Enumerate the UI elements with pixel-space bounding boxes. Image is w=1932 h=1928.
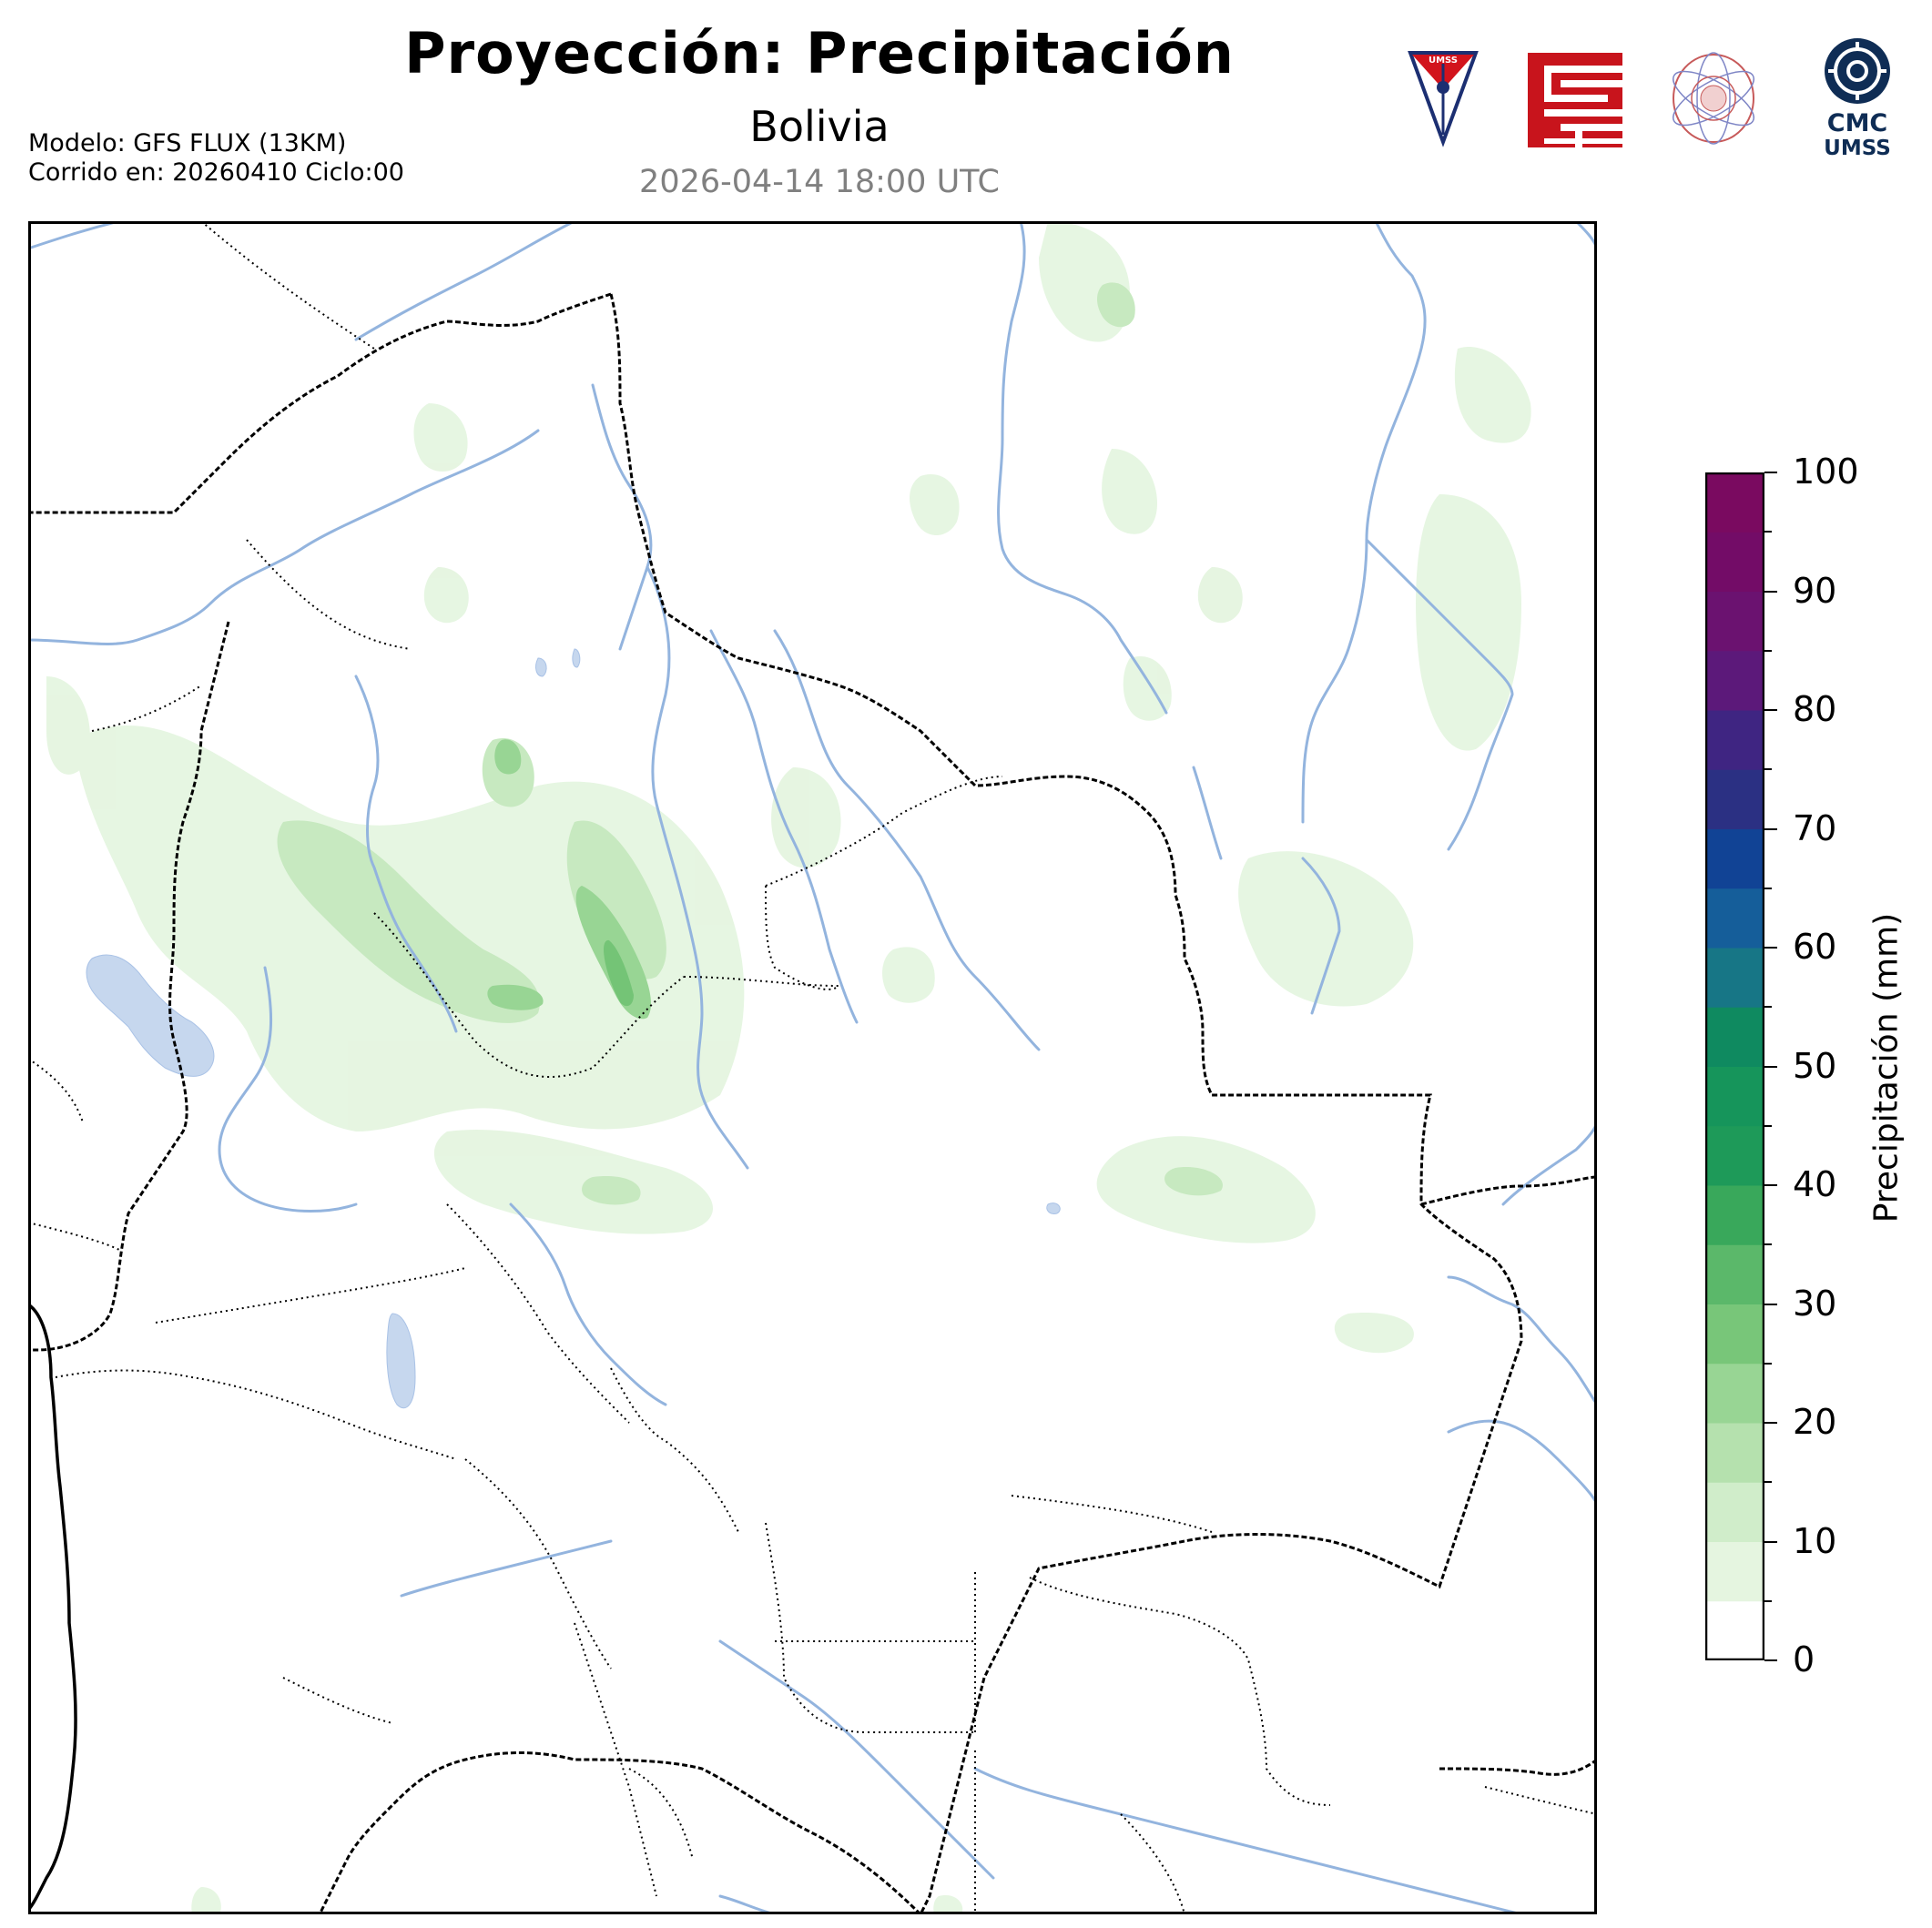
colorbar-label: Precipitación (mm) — [1867, 912, 1906, 1223]
colorbar-segment — [1705, 532, 1764, 592]
colorbar-minor-tick — [1764, 1362, 1772, 1365]
colorbar-tick-label: 0 — [1793, 1639, 1815, 1679]
colorbar-tick-label: 40 — [1793, 1164, 1837, 1204]
colorbar-segment — [1705, 888, 1764, 949]
cmc-text: CMC — [1827, 109, 1888, 137]
colorbar-tick — [1764, 1303, 1777, 1305]
colorbar-segment — [1705, 828, 1764, 889]
colorbar-tick-label: 20 — [1793, 1402, 1837, 1442]
colorbar-segment — [1705, 1541, 1764, 1602]
lake-titicaca — [86, 954, 215, 1077]
model-info: Modelo: GFS FLUX (13KM) Corrido en: 2026… — [28, 129, 404, 188]
map-frame — [28, 221, 1597, 1914]
colorbar-minor-tick — [1764, 887, 1772, 889]
colorbar-minor-tick — [1764, 1599, 1772, 1602]
colorbar-tick-label: 60 — [1793, 927, 1837, 967]
colorbar-tick — [1764, 709, 1777, 711]
colorbar-segment — [1705, 1363, 1764, 1424]
colorbar-tick-label: 10 — [1793, 1520, 1837, 1561]
rivers — [28, 221, 1597, 1914]
colorbar-segment — [1705, 1423, 1764, 1483]
pacific-coastline — [28, 1303, 77, 1912]
fisica-department-seal-icon — [1673, 52, 1754, 145]
bolivia-border — [609, 293, 1523, 1914]
colorbar-tick — [1764, 1659, 1777, 1661]
colorbar-tick-label: 90 — [1793, 570, 1837, 611]
precipitation-moderate — [277, 282, 1223, 1205]
colorbar-tick-label: 50 — [1793, 1045, 1837, 1086]
map-subtitle: Bolivia — [749, 102, 890, 151]
forecast-datetime: 2026-04-14 18:00 UTC — [639, 164, 1000, 200]
colorbar-tick — [1764, 947, 1777, 949]
colorbar-segment — [1705, 948, 1764, 1008]
colorbar-minor-tick — [1764, 1124, 1772, 1127]
map-background — [28, 221, 1597, 1914]
colorbar-segment — [1705, 1007, 1764, 1067]
colorbar-segment — [1705, 1600, 1764, 1660]
colorbar-tick — [1764, 827, 1777, 830]
colorbar-minor-tick — [1764, 649, 1772, 652]
colorbar-tick — [1764, 1422, 1777, 1424]
colorbar-segment — [1705, 1066, 1764, 1127]
colorbar-segment — [1705, 591, 1764, 652]
colorbar-minor-tick — [1764, 1006, 1772, 1009]
colorbar-minor-tick — [1764, 768, 1772, 771]
colorbar-tick — [1764, 1065, 1777, 1068]
umss-shield-icon: UMSS — [1408, 51, 1479, 147]
colorbar-minor-tick — [1764, 1243, 1772, 1246]
colorbar-segment — [1705, 1482, 1764, 1542]
model-line: Modelo: GFS FLUX (13KM) — [28, 129, 347, 157]
colorbar-tick — [1764, 1540, 1777, 1543]
colorbar-minor-tick — [1764, 1481, 1772, 1484]
colorbar-tick-label: 30 — [1793, 1283, 1837, 1324]
umss-shield-text: UMSS — [1429, 56, 1458, 66]
map-title: Proyección: Precipitación — [404, 20, 1235, 86]
colorbar-segment — [1705, 1304, 1764, 1365]
lake-poopo — [386, 1313, 416, 1409]
colorbar-tick — [1764, 590, 1777, 593]
precipitation-map[interactable] — [28, 221, 1597, 1914]
lakes — [86, 648, 1061, 1409]
umss-text: UMSS — [1824, 137, 1891, 160]
colorbar-segment — [1705, 472, 1764, 533]
cmc-umss-logo-icon: CMC UMSS — [1824, 38, 1891, 160]
colorbar-segment — [1705, 1125, 1764, 1186]
colorbar-tick-label: 100 — [1793, 452, 1859, 492]
colorbar-tick — [1764, 1184, 1777, 1186]
colorbar — [1705, 472, 1764, 1660]
internal-boundaries — [28, 221, 1597, 1914]
colorbar-tick-label: 70 — [1793, 807, 1837, 848]
precipitation-peak — [604, 939, 634, 1007]
country-borders — [28, 292, 1597, 1914]
fcyt-logo-icon — [1528, 53, 1622, 147]
colorbar-segment — [1705, 710, 1764, 770]
colorbar-segment — [1705, 1185, 1764, 1245]
colorbar-minor-tick — [1764, 531, 1772, 533]
colorbar-tick — [1764, 472, 1777, 473]
colorbar-segment — [1705, 769, 1764, 829]
run-line: Corrido en: 20260410 Ciclo:00 — [28, 158, 404, 187]
colorbar-tick-label: 80 — [1793, 689, 1837, 729]
colorbar-segment — [1705, 1244, 1764, 1304]
colorbar-segment — [1705, 650, 1764, 711]
